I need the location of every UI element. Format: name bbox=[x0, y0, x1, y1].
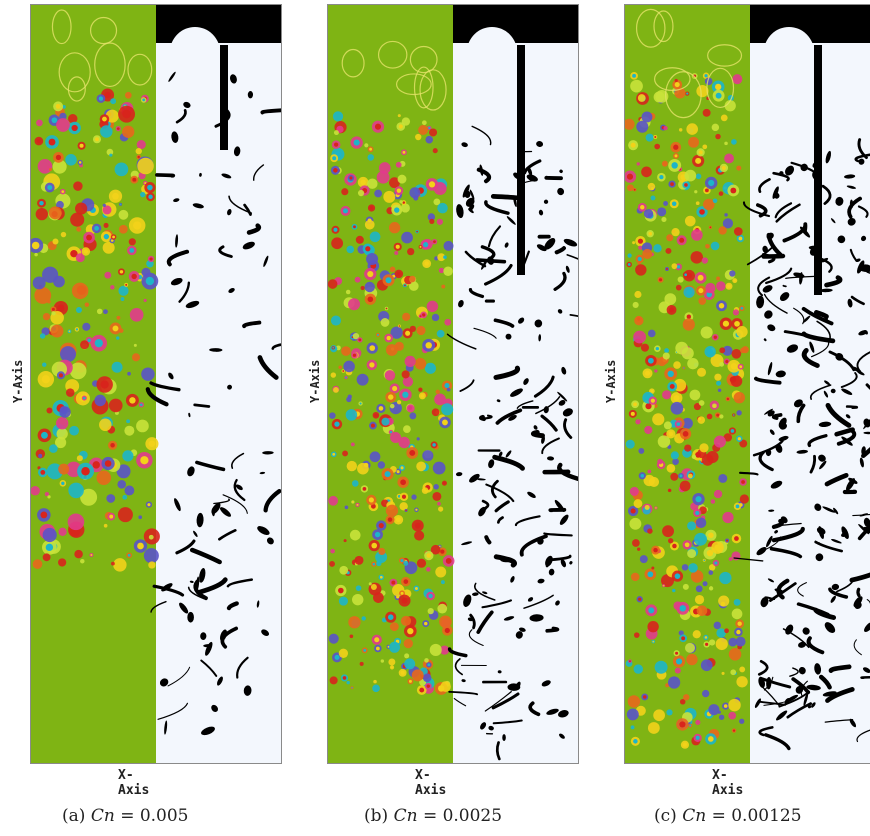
x-axis-label-b: X-Axis bbox=[415, 768, 446, 798]
caption-value-a: = 0.005 bbox=[120, 806, 188, 826]
caption-value-b: = 0.0025 bbox=[423, 806, 502, 826]
simulation-image-a bbox=[31, 5, 281, 763]
caption-symbol-b: Cn bbox=[394, 806, 418, 826]
simulation-frame-a bbox=[30, 4, 282, 764]
caption-c: (c) Cn = 0.00125 bbox=[654, 806, 802, 826]
caption-symbol-c: Cn bbox=[682, 806, 706, 826]
caption-prefix-b: (b) bbox=[364, 806, 388, 826]
x-axis-label-c: X-Axis bbox=[712, 768, 743, 798]
simulation-frame-b bbox=[327, 4, 579, 764]
y-axis-label-b: Y-Axis bbox=[305, 383, 325, 403]
x-axis-label-a: X-Axis bbox=[118, 768, 149, 798]
simulation-frame-c bbox=[624, 4, 870, 764]
caption-a: (a) Cn = 0.005 bbox=[62, 806, 189, 826]
simulation-image-b bbox=[328, 5, 578, 763]
caption-symbol-a: Cn bbox=[91, 806, 115, 826]
simulation-image-c bbox=[625, 5, 870, 763]
y-axis-label-c: Y-Axis bbox=[601, 383, 621, 403]
y-axis-label-a: Y-Axis bbox=[8, 383, 28, 403]
caption-prefix-a: (a) bbox=[62, 806, 85, 826]
caption-prefix-c: (c) bbox=[654, 806, 677, 826]
caption-b: (b) Cn = 0.0025 bbox=[364, 806, 502, 826]
caption-value-c: = 0.00125 bbox=[712, 806, 802, 826]
